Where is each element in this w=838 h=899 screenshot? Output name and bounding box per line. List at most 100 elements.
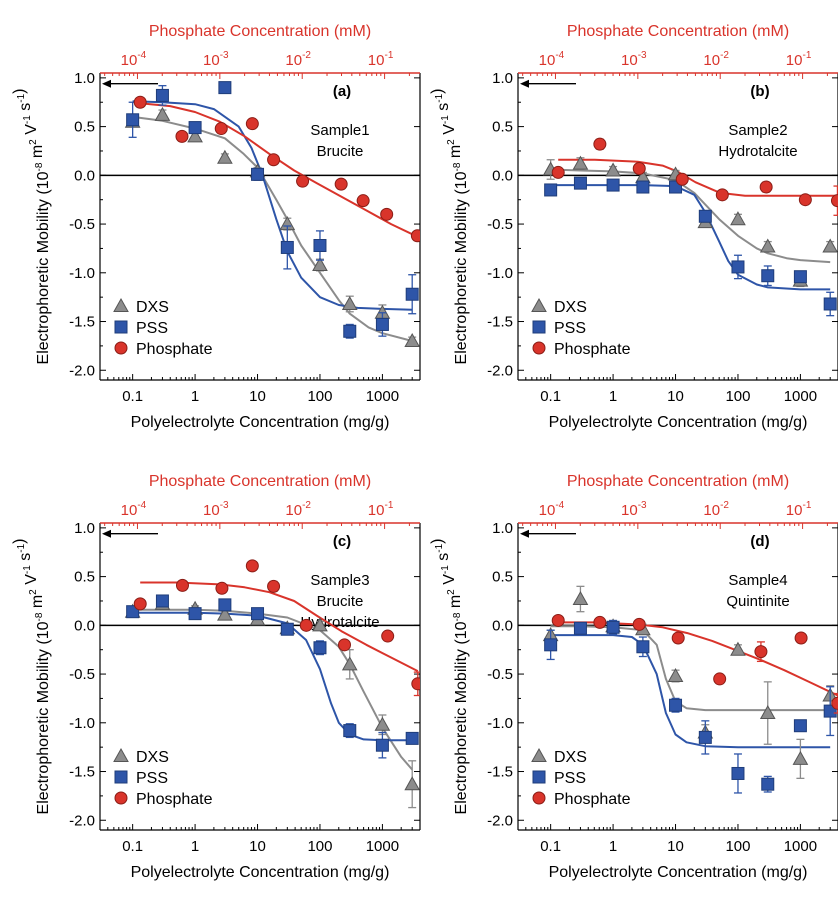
- top-x-tick-label: 10-3: [621, 500, 647, 519]
- y-tick-label: -1.0: [69, 265, 95, 282]
- data-point-pss: [218, 598, 232, 612]
- data-point-pss: [761, 269, 775, 283]
- y-tick-label: -0.5: [487, 666, 513, 683]
- data-point-phosphate: [551, 613, 565, 627]
- y-tick-label: 0.0: [74, 617, 95, 634]
- sample-label: Hydrotalcite: [300, 614, 379, 631]
- data-point-pss: [251, 167, 265, 181]
- data-point-pss: [636, 180, 650, 194]
- axis-arrow-head: [102, 79, 111, 88]
- data-point-dxs: [374, 716, 391, 731]
- y-tick-label: -2.0: [69, 812, 95, 829]
- data-point-pss: [375, 317, 389, 331]
- panel-label: (d): [750, 533, 769, 550]
- x-tick-label: 0.1: [122, 838, 143, 855]
- data-point-phosphate: [794, 631, 808, 645]
- data-point-pss: [698, 730, 712, 744]
- data-point-phosphate: [175, 578, 189, 592]
- y-tick-label: 0.0: [492, 617, 513, 634]
- data-point-pss: [251, 607, 265, 621]
- data-point-pss: [126, 113, 140, 127]
- legend-label: DXS: [136, 299, 169, 316]
- fit-line-phosphate: [140, 581, 419, 672]
- top-x-axis-title: Phosphate Concentration (mM): [567, 23, 789, 40]
- data-point-dxs: [217, 606, 233, 621]
- axis-arrow-head: [102, 529, 111, 538]
- data-point-pss: [313, 239, 327, 253]
- data-point-dxs: [404, 332, 420, 348]
- data-point-phosphate: [380, 207, 394, 221]
- panel-label: (a): [333, 83, 351, 100]
- data-point-pss: [188, 607, 202, 621]
- legend-label: PSS: [136, 770, 168, 787]
- x-tick-label: 1: [609, 388, 617, 405]
- data-point-phosphate: [215, 581, 229, 595]
- data-point-phosphate: [296, 174, 310, 188]
- y-tick-label: -2.0: [487, 812, 513, 829]
- top-x-tick-label: 10-1: [786, 50, 812, 69]
- legend-marker-pss: [532, 320, 546, 334]
- data-point-phosphate: [632, 617, 646, 631]
- data-point-phosphate: [754, 645, 768, 659]
- data-point-dxs: [572, 590, 589, 606]
- legend-label: DXS: [136, 749, 169, 766]
- data-point-pss: [731, 260, 745, 274]
- legend-marker-pss: [532, 770, 546, 784]
- data-point-phosphate: [381, 629, 395, 643]
- fit-line-phosphate: [558, 621, 838, 697]
- legend-label: PSS: [136, 320, 168, 337]
- fit-line-pss: [550, 184, 831, 291]
- sample-label: Quintinite: [726, 593, 789, 610]
- top-x-tick-label: 10-4: [121, 500, 147, 519]
- data-point-phosphate: [133, 597, 147, 611]
- data-point-dxs: [154, 106, 171, 121]
- data-point-dxs: [312, 617, 328, 632]
- x-tick-label: 1000: [784, 388, 817, 405]
- y-tick-label: 0.5: [492, 569, 513, 586]
- data-point-pss: [375, 738, 389, 752]
- data-point-phosphate: [410, 229, 420, 243]
- x-tick-label: 10: [249, 838, 266, 855]
- legend-marker-dxs: [113, 297, 129, 312]
- fit-line-dxs: [550, 168, 831, 264]
- data-point-pss: [313, 641, 327, 655]
- data-point-phosphate: [245, 117, 259, 131]
- y-tick-label: 1.0: [74, 520, 95, 537]
- data-point-phosphate: [713, 672, 727, 686]
- data-point-dxs: [759, 238, 776, 253]
- legend-marker-dxs: [113, 747, 129, 762]
- fit-line-pss: [132, 100, 413, 311]
- y-tick-label: 1.0: [74, 70, 95, 87]
- top-x-axis-title: Phosphate Concentration (mM): [567, 473, 789, 490]
- plot-area: [124, 559, 420, 809]
- axis-arrow-head: [520, 79, 529, 88]
- top-x-axis-title: Phosphate Concentration (mM): [149, 23, 371, 40]
- x-tick-label: 100: [725, 388, 750, 405]
- panel-d: 1.0 0.5 0.0 -0.5 -1.0 -1.5 -2.0 0.1 1 10 100 1000 10…: [429, 473, 838, 881]
- data-point-dxs: [404, 776, 420, 791]
- data-point-phosphate: [798, 193, 812, 207]
- data-point-phosphate: [830, 194, 838, 208]
- legend-marker-phosphate: [114, 791, 128, 805]
- data-point-phosphate: [671, 631, 685, 645]
- data-point-pss: [280, 240, 294, 254]
- data-point-phosphate: [759, 180, 773, 194]
- panel-c: 1.0 0.5 0.0 -0.5 -1.0 -1.5 -2.0 0.1 1 10 100 1000 10…: [11, 473, 421, 881]
- x-tick-label: 100: [307, 388, 332, 405]
- data-point-dxs: [217, 149, 233, 164]
- top-x-tick-label: 10-1: [368, 500, 394, 519]
- sample-label: Brucite: [317, 143, 364, 160]
- top-x-tick-label: 10-4: [539, 50, 565, 69]
- top-x-tick-label: 10-2: [703, 50, 729, 69]
- top-x-tick-label: 10-1: [368, 50, 394, 69]
- y-tick-label: 0.5: [74, 569, 95, 586]
- data-point-pss: [793, 719, 807, 733]
- data-point-phosphate: [411, 677, 420, 691]
- legend-marker-dxs: [531, 297, 547, 312]
- plot-area: [124, 81, 420, 348]
- top-x-tick-label: 10-2: [703, 500, 729, 519]
- x-axis-title: Polyelectrolyte Concentration (mg/g): [131, 864, 390, 881]
- y-tick-label: -0.5: [69, 216, 95, 233]
- plot-area: [542, 585, 838, 794]
